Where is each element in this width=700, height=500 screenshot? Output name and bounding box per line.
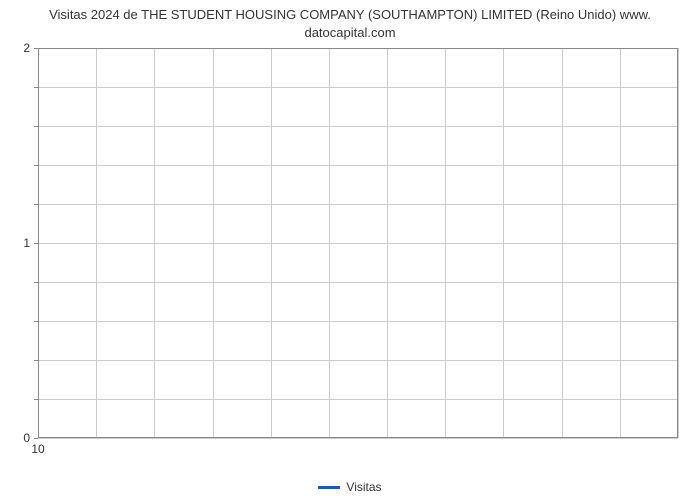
ytick-minor xyxy=(34,438,38,439)
grid-line-v xyxy=(387,48,388,438)
ytick-minor xyxy=(34,87,38,88)
grid-line-h xyxy=(38,126,678,127)
chart-title-line1: Visitas 2024 de THE STUDENT HOUSING COMP… xyxy=(49,7,651,22)
grid-line-v xyxy=(562,48,563,438)
ytick-minor xyxy=(34,243,38,244)
grid-line-h xyxy=(38,282,678,283)
grid-line-v xyxy=(329,48,330,438)
grid-line-h xyxy=(38,360,678,361)
chart-title-line2: datocapital.com xyxy=(304,25,395,40)
ytick-minor xyxy=(34,399,38,400)
ytick-minor xyxy=(34,48,38,49)
grid-line-v xyxy=(503,48,504,438)
grid-line-h xyxy=(38,165,678,166)
grid-line-h xyxy=(38,204,678,205)
grid-line-h xyxy=(38,321,678,322)
ytick-minor xyxy=(34,204,38,205)
ytick-label: 2 xyxy=(23,41,30,55)
ytick-minor xyxy=(34,360,38,361)
grid-line-v xyxy=(38,48,39,438)
ytick-minor xyxy=(34,165,38,166)
ytick-minor xyxy=(34,282,38,283)
grid-line-v xyxy=(678,48,679,438)
grid-line-v xyxy=(154,48,155,438)
ytick-minor xyxy=(34,126,38,127)
grid-line-v xyxy=(271,48,272,438)
ytick-label: 0 xyxy=(23,431,30,445)
grid-line-h xyxy=(38,87,678,88)
chart-title: Visitas 2024 de THE STUDENT HOUSING COMP… xyxy=(0,0,700,41)
plot-area: 01210 xyxy=(38,48,678,438)
legend-label-visitas: Visitas xyxy=(346,480,381,494)
grid-line-v xyxy=(213,48,214,438)
grid-line-v xyxy=(96,48,97,438)
grid-line-h xyxy=(38,48,678,49)
xtick-label: 10 xyxy=(31,442,44,456)
ytick-label: 1 xyxy=(23,236,30,250)
grid-line-h xyxy=(38,243,678,244)
ytick-minor xyxy=(34,321,38,322)
grid-line-h xyxy=(38,399,678,400)
legend: Visitas xyxy=(0,479,700,494)
grid-line-v xyxy=(445,48,446,438)
grid-line-v xyxy=(620,48,621,438)
legend-swatch-visitas xyxy=(318,486,340,489)
grid-line-h xyxy=(38,438,678,439)
